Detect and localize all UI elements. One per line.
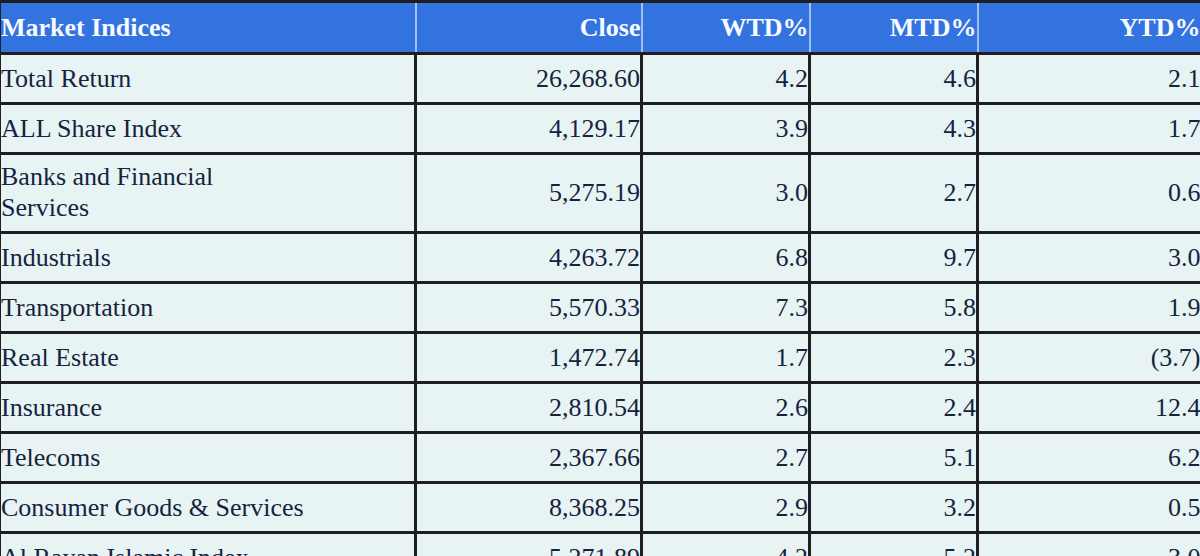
wtd-cell: 4.2: [642, 54, 810, 104]
index-name-cell: Total Return: [1, 54, 416, 104]
index-name-cell: Banks and Financial Services: [1, 154, 416, 233]
close-cell: 26,268.60: [416, 54, 642, 104]
ytd-cell: 6.2: [978, 433, 1200, 483]
ytd-cell: 1.7: [978, 104, 1200, 154]
table-row: Real Estate 1,472.74 1.7 2.3 (3.7): [1, 333, 1200, 383]
header-market-indices: Market Indices: [1, 2, 416, 54]
index-name-cell: Insurance: [1, 383, 416, 433]
mtd-cell: 4.6: [810, 54, 978, 104]
mtd-cell: 2.4: [810, 383, 978, 433]
wtd-cell: 6.8: [642, 233, 810, 283]
table-header: Market Indices Close WTD% MTD% YTD%: [1, 2, 1200, 54]
mtd-cell: 4.3: [810, 104, 978, 154]
table-row: ALL Share Index 4,129.17 3.9 4.3 1.7: [1, 104, 1200, 154]
wtd-cell: 1.7: [642, 333, 810, 383]
mtd-cell: 5.1: [810, 433, 978, 483]
index-name-cell: Real Estate: [1, 333, 416, 383]
wtd-cell: 3.0: [642, 154, 810, 233]
mtd-cell: 2.7: [810, 154, 978, 233]
close-cell: 5,570.33: [416, 283, 642, 333]
table-row: Telecoms 2,367.66 2.7 5.1 6.2: [1, 433, 1200, 483]
header-close: Close: [416, 2, 642, 54]
wtd-cell: 2.7: [642, 433, 810, 483]
table-row: Al Rayan Islamic Index 5,271.89 4.2 5.2 …: [1, 533, 1200, 556]
index-name-text: Banks and Financial Services: [1, 162, 256, 223]
ytd-cell: 0.6: [978, 154, 1200, 233]
index-name-cell: ALL Share Index: [1, 104, 416, 154]
mtd-cell: 9.7: [810, 233, 978, 283]
ytd-cell: (3.7): [978, 333, 1200, 383]
table-row: Total Return 26,268.60 4.2 4.6 2.1: [1, 54, 1200, 104]
index-name-cell: Industrials: [1, 233, 416, 283]
close-cell: 5,275.19: [416, 154, 642, 233]
index-name-cell: Telecoms: [1, 433, 416, 483]
table-row: Transportation 5,570.33 7.3 5.8 1.9: [1, 283, 1200, 333]
header-mtd: MTD%: [810, 2, 978, 54]
close-cell: 8,368.25: [416, 483, 642, 533]
close-cell: 1,472.74: [416, 333, 642, 383]
ytd-cell: 3.0: [978, 233, 1200, 283]
market-indices-table: Market Indices Close WTD% MTD% YTD% Tota…: [0, 0, 1200, 556]
mtd-cell: 5.8: [810, 283, 978, 333]
mtd-cell: 3.2: [810, 483, 978, 533]
close-cell: 5,271.89: [416, 533, 642, 556]
ytd-cell: 0.5: [978, 483, 1200, 533]
mtd-cell: 5.2: [810, 533, 978, 556]
table-body: Total Return 26,268.60 4.2 4.6 2.1 ALL S…: [1, 54, 1200, 556]
close-cell: 2,367.66: [416, 433, 642, 483]
close-cell: 4,129.17: [416, 104, 642, 154]
table-row: Consumer Goods & Services 8,368.25 2.9 3…: [1, 483, 1200, 533]
index-name-cell: Transportation: [1, 283, 416, 333]
index-name-cell: Consumer Goods & Services: [1, 483, 416, 533]
wtd-cell: 7.3: [642, 283, 810, 333]
header-wtd: WTD%: [642, 2, 810, 54]
mtd-cell: 2.3: [810, 333, 978, 383]
wtd-cell: 4.2: [642, 533, 810, 556]
wtd-cell: 3.9: [642, 104, 810, 154]
close-cell: 2,810.54: [416, 383, 642, 433]
ytd-cell: 2.1: [978, 54, 1200, 104]
wtd-cell: 2.9: [642, 483, 810, 533]
ytd-cell: 12.4: [978, 383, 1200, 433]
table-row: Insurance 2,810.54 2.6 2.4 12.4: [1, 383, 1200, 433]
wtd-cell: 2.6: [642, 383, 810, 433]
table-row: Banks and Financial Services 5,275.19 3.…: [1, 154, 1200, 233]
ytd-cell: 3.0: [978, 533, 1200, 556]
ytd-cell: 1.9: [978, 283, 1200, 333]
close-cell: 4,263.72: [416, 233, 642, 283]
table-row: Industrials 4,263.72 6.8 9.7 3.0: [1, 233, 1200, 283]
header-row: Market Indices Close WTD% MTD% YTD%: [1, 2, 1200, 54]
header-ytd: YTD%: [978, 2, 1200, 54]
index-name-cell: Al Rayan Islamic Index: [1, 533, 416, 556]
